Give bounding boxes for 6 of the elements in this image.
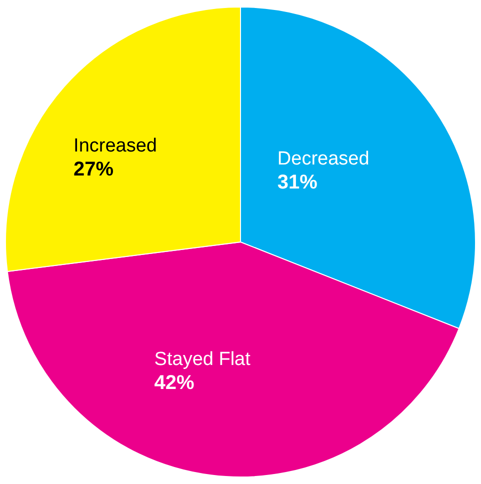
slice-label: Increased [74, 136, 157, 157]
slice-label: Stayed Flat [154, 349, 252, 370]
data-label: 27% [74, 158, 114, 181]
slice-label: Decreased [277, 148, 370, 170]
data-label: 42% [154, 372, 195, 394]
data-label: 31% [277, 171, 318, 194]
